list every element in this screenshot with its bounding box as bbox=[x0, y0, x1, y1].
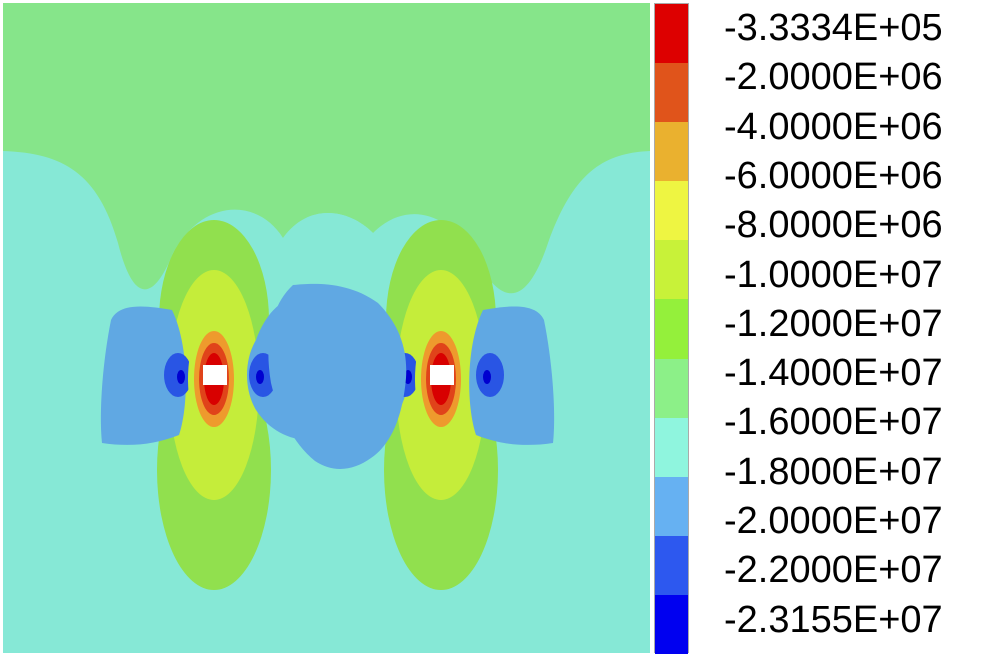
colorbar-tick-label: -1.4000E+07 bbox=[724, 352, 943, 395]
colorbar-band bbox=[655, 358, 688, 419]
colorbar-tick-label: -1.0000E+07 bbox=[724, 253, 943, 296]
colorbar-band bbox=[655, 594, 688, 655]
colorbar-tick-label: -2.0000E+07 bbox=[724, 500, 943, 542]
contour-field bbox=[3, 3, 650, 653]
colorbar-tick-label: -6.0000E+06 bbox=[724, 154, 943, 197]
blue-core-right bbox=[483, 370, 491, 384]
blue-core-left bbox=[177, 370, 185, 384]
colorbar-tick-label: -1.2000E+07 bbox=[724, 302, 943, 345]
colorbar bbox=[654, 3, 689, 655]
colorbar-band bbox=[655, 535, 688, 596]
colorbar-band bbox=[655, 240, 688, 300]
hole-group-right bbox=[346, 220, 555, 590]
colorbar-tick-label: -2.3155E+07 bbox=[724, 598, 943, 641]
colorbar-band bbox=[655, 476, 688, 537]
colorbar-band bbox=[655, 4, 688, 64]
colorbar-band bbox=[655, 122, 688, 182]
colorbar-tick-label: -3.3334E+05 bbox=[724, 7, 943, 49]
blue-wing-left bbox=[100, 306, 186, 445]
hole-rect bbox=[203, 365, 227, 385]
colorbar-tick-label: -8.0000E+06 bbox=[724, 204, 943, 247]
colorbar-band bbox=[655, 299, 688, 360]
blue-core-right bbox=[256, 370, 264, 384]
colorbar-band bbox=[655, 63, 688, 123]
colorbar-band bbox=[655, 417, 688, 478]
field-upper-region bbox=[3, 3, 650, 294]
colorbar-tick-label: -2.0000E+06 bbox=[724, 56, 943, 99]
contour-plot bbox=[3, 3, 650, 653]
hole-rect bbox=[430, 365, 454, 385]
colorbar-band bbox=[655, 181, 688, 241]
center-blue-blob bbox=[268, 283, 407, 469]
colorbar-tick-label: -2.2000E+07 bbox=[724, 549, 943, 592]
blue-wing-right bbox=[469, 306, 555, 445]
field-center-cyan bbox=[280, 213, 385, 303]
colorbar-tick-label: -1.8000E+07 bbox=[724, 450, 943, 493]
colorbar-tick-label: -4.0000E+06 bbox=[724, 105, 943, 148]
colorbar-tick-label: -1.6000E+07 bbox=[724, 401, 943, 444]
